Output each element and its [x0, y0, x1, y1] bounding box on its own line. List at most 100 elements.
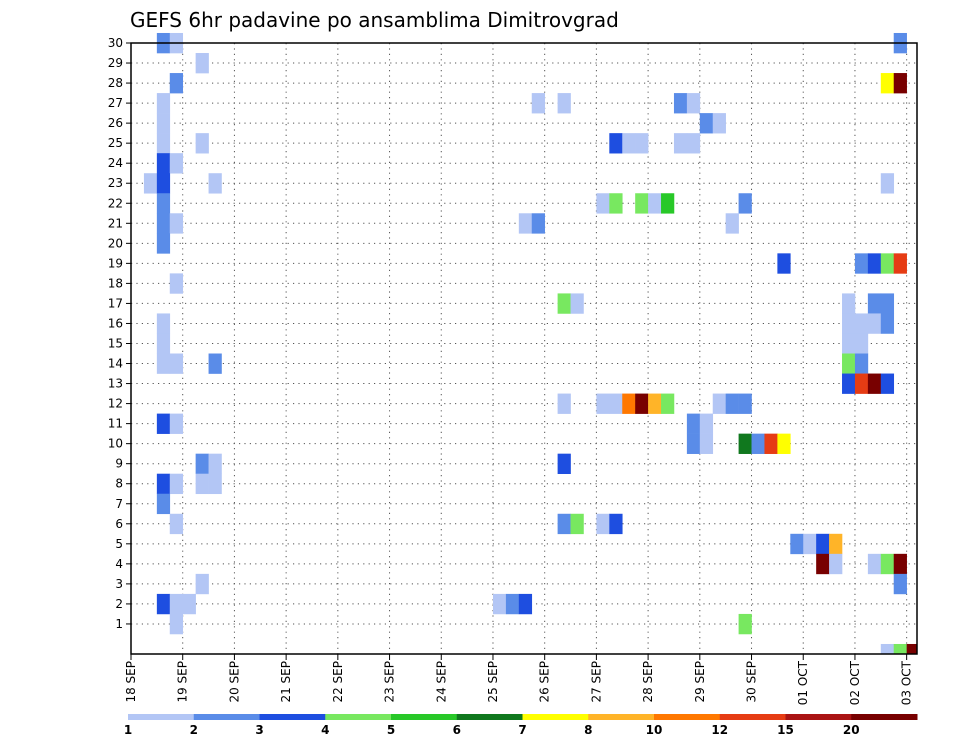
heatmap-cell — [156, 113, 171, 134]
heatmap-cell — [570, 293, 584, 314]
legend-swatch — [588, 714, 655, 720]
heatmap-cell — [169, 153, 184, 174]
heatmap-cell — [648, 393, 662, 414]
y-tick-label: 24 — [108, 156, 123, 170]
heatmap-cell — [661, 393, 675, 414]
heatmap-cell — [777, 253, 791, 274]
y-tick-label: 10 — [108, 437, 123, 451]
heatmap-cell — [557, 293, 571, 314]
heatmap-cell — [686, 413, 701, 434]
heatmap-cell — [725, 213, 739, 234]
heatmap-cell — [169, 273, 184, 294]
heatmap-cell — [156, 173, 171, 194]
x-tick-label: 26 SEP — [538, 661, 552, 703]
legend-swatch — [128, 714, 195, 720]
legend-swatch — [325, 714, 392, 720]
grid-lines — [131, 42, 917, 654]
heatmap-cell — [622, 393, 636, 414]
y-tick-label: 30 — [108, 36, 123, 50]
heatmap-cell — [156, 493, 171, 515]
heatmap-cell — [609, 133, 623, 154]
heatmap-cell — [557, 393, 571, 414]
legend-label: 3 — [255, 723, 263, 737]
heatmap-cell — [557, 453, 571, 475]
x-tick-label: 29 SEP — [693, 661, 707, 703]
y-tick-label: 14 — [108, 357, 123, 371]
heatmap-cell — [880, 313, 895, 334]
legend-swatch — [193, 714, 260, 720]
heatmap-cell — [195, 133, 209, 154]
y-tick-label: 3 — [115, 577, 123, 591]
heatmap-cell — [531, 93, 545, 114]
heatmap-cell — [156, 153, 171, 174]
heatmap-cell — [725, 393, 739, 414]
heatmap-cell — [854, 333, 869, 354]
heatmap-cell — [686, 433, 701, 454]
x-tick-label: 27 SEP — [589, 661, 603, 703]
heatmap-cell — [867, 553, 882, 575]
legend-swatch — [785, 714, 852, 720]
legend-swatch — [719, 714, 786, 720]
heatmap-cells — [143, 32, 918, 655]
heatmap-cell — [156, 93, 171, 114]
y-tick-label: 18 — [108, 276, 123, 290]
heatmap-cell — [156, 213, 171, 234]
heatmap-cell — [699, 113, 714, 134]
heatmap-cell — [195, 453, 209, 475]
heatmap-cell — [673, 93, 688, 114]
heatmap-cell — [635, 393, 649, 414]
legend-label: 12 — [711, 723, 728, 737]
heatmap-cell — [854, 353, 869, 374]
x-tick-label: 25 SEP — [486, 661, 500, 703]
heatmap-cell — [829, 533, 843, 555]
heatmap-cell — [169, 613, 184, 635]
x-tick-label: 22 SEP — [331, 661, 345, 703]
heatmap-cell — [842, 353, 856, 374]
legend-label: 1 — [124, 723, 132, 737]
heatmap-cell — [816, 533, 830, 555]
heatmap-cell — [169, 593, 184, 615]
heatmap-cell — [531, 213, 545, 234]
x-tick-label: 23 SEP — [383, 661, 397, 703]
heatmap-cell — [156, 193, 171, 214]
heatmap-cell — [596, 393, 610, 414]
heatmap-cell — [195, 53, 209, 74]
heatmap-cell — [867, 313, 882, 334]
y-tick-label: 11 — [108, 417, 123, 431]
heatmap-cell — [635, 193, 649, 214]
plot-frame — [130, 42, 918, 655]
heatmap-cell — [867, 293, 882, 314]
heatmap-cell — [156, 333, 171, 354]
color-legend: 1 2 3 4 5 6 7 8 10 12 15 20 — [124, 714, 918, 737]
heatmap-cell — [169, 73, 184, 94]
heatmap-cell — [208, 473, 222, 495]
heatmap-cell — [596, 193, 610, 214]
legend-swatch — [391, 714, 458, 720]
heatmap-cell — [738, 393, 752, 414]
heatmap-cell — [880, 553, 895, 575]
heatmap-cell — [764, 433, 778, 454]
heatmap-cell — [880, 73, 895, 94]
heatmap-cell — [156, 413, 171, 434]
legend-label: 6 — [453, 723, 461, 737]
heatmap-cell — [751, 433, 765, 454]
heatmap-cell — [635, 133, 649, 154]
heatmap-cell — [505, 593, 520, 615]
x-tick-label: 18 SEP — [124, 661, 138, 703]
legend-label: 20 — [843, 723, 860, 737]
heatmap-cell — [893, 553, 907, 575]
y-tick-label: 9 — [115, 457, 123, 471]
heatmap-cell — [893, 573, 907, 595]
heatmap-cell — [880, 173, 895, 194]
heatmap-cell — [880, 293, 895, 314]
heatmap-cell — [842, 313, 856, 334]
x-tick-label: 03 OCT — [900, 660, 914, 705]
heatmap-cell — [854, 373, 869, 394]
heatmap-cell — [673, 133, 688, 154]
heatmap-cell — [195, 473, 209, 495]
x-tick-label: 19 SEP — [176, 661, 190, 703]
heatmap-cell — [842, 333, 856, 354]
legend-label: 15 — [777, 723, 794, 737]
x-tick-label: 30 SEP — [745, 661, 759, 703]
